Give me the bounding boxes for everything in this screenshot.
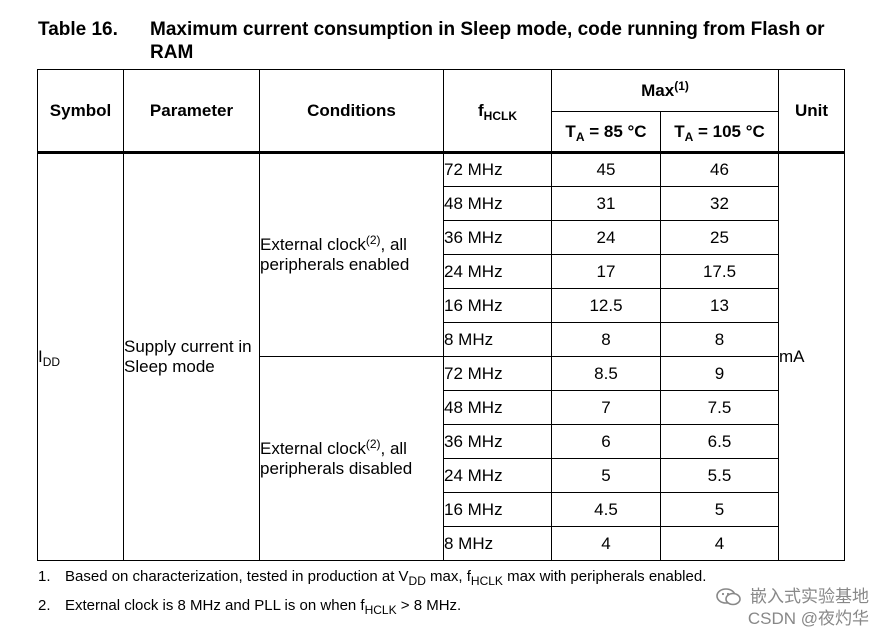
header-parameter: Parameter: [123, 69, 260, 154]
freq-cell: 36 MHz: [443, 220, 552, 255]
header-unit: Unit: [778, 69, 845, 154]
value-105-cell: 13: [660, 288, 779, 323]
freq-cell: 48 MHz: [443, 186, 552, 221]
value-85-cell: 24: [551, 220, 661, 255]
value-105-cell: 5.5: [660, 458, 779, 493]
symbol-cell: IDD: [37, 152, 124, 561]
value-105-cell: 4: [660, 526, 779, 561]
value-105-cell: 8: [660, 322, 779, 357]
value-105-cell: 5: [660, 492, 779, 527]
value-85-cell: 8: [551, 322, 661, 357]
value-85-cell: 31: [551, 186, 661, 221]
table-row: External clock(2), all peripherals disab…: [38, 356, 845, 561]
header-fhclk: fHCLK: [443, 69, 552, 154]
header-ta-85: TA = 85 °C: [551, 111, 661, 154]
value-105-cell: 17.5: [660, 254, 779, 289]
freq-cell: 16 MHz: [443, 492, 552, 527]
table-row: 36 MHz 24 25: [38, 220, 845, 255]
table-row: 8 MHz 4 4: [38, 526, 845, 561]
table-number: Table 16.: [38, 19, 118, 40]
table-caption: Maximum current consumption in Sleep mod…: [150, 19, 825, 63]
freq-cell: 24 MHz: [443, 254, 552, 289]
freq-cell: 8 MHz: [443, 526, 552, 561]
value-105-cell: 6.5: [660, 424, 779, 459]
value-85-cell: 5: [551, 458, 661, 493]
value-85-cell: 17: [551, 254, 661, 289]
value-85-cell: 45: [551, 152, 661, 187]
value-85-cell: 4: [551, 526, 661, 561]
value-85-cell: 7: [551, 390, 661, 425]
value-105-cell: 7.5: [660, 390, 779, 425]
parameter-cell: Supply current in Sleep mode: [123, 152, 260, 561]
condition-enabled: External clock(2), all peripherals enabl…: [259, 152, 444, 357]
value-105-cell: 9: [660, 356, 779, 391]
table-row: IDD Supply current in Sleep mode Externa…: [37, 152, 845, 561]
value-85-cell: 8.5: [551, 356, 661, 391]
header-conditions: Conditions: [259, 69, 444, 154]
condition-disabled: External clock(2), all peripherals disab…: [259, 356, 444, 561]
header-symbol: Symbol: [37, 69, 124, 154]
freq-cell: 36 MHz: [443, 424, 552, 459]
unit-cell: mA: [778, 152, 845, 561]
current-consumption-table: Symbol Parameter Conditions fHCLK Max(1)…: [37, 69, 845, 561]
wechat-icon: [716, 588, 741, 606]
freq-cell: 72 MHz: [443, 356, 552, 391]
table-row: 24 MHz 5 5.5: [38, 458, 845, 493]
watermark: 嵌入式实验基地 CSDN @夜灼华: [716, 586, 869, 630]
value-85-cell: 6: [551, 424, 661, 459]
watermark-title: 嵌入式实验基地: [750, 587, 869, 606]
footnote-text: Based on characterization, tested in pro…: [65, 568, 707, 588]
value-85-cell: 12.5: [551, 288, 661, 323]
footnote-text: External clock is 8 MHz and PLL is on wh…: [65, 597, 462, 617]
freq-cell: 48 MHz: [443, 390, 552, 425]
value-105-cell: 32: [660, 186, 779, 221]
table-row: 8 MHz 8 8: [38, 322, 845, 357]
watermark-author: CSDN @夜灼华: [747, 609, 869, 628]
footnote-number: 2.: [38, 597, 51, 614]
value-105-cell: 46: [660, 152, 779, 187]
value-105-cell: 25: [660, 220, 779, 255]
freq-cell: 8 MHz: [443, 322, 552, 357]
value-85-cell: 4.5: [551, 492, 661, 527]
table-row: 16 MHz 12.5 13: [38, 288, 845, 323]
freq-cell: 24 MHz: [443, 458, 552, 493]
table-row: 24 MHz 17 17.5: [38, 254, 845, 289]
header-max: Max(1): [551, 69, 779, 112]
freq-cell: 16 MHz: [443, 288, 552, 323]
header-ta-105: TA = 105 °C: [660, 111, 779, 154]
footnote-number: 1.: [38, 568, 51, 585]
freq-cell: 72 MHz: [443, 152, 552, 187]
table-row: 48 MHz 31 32: [38, 186, 845, 221]
